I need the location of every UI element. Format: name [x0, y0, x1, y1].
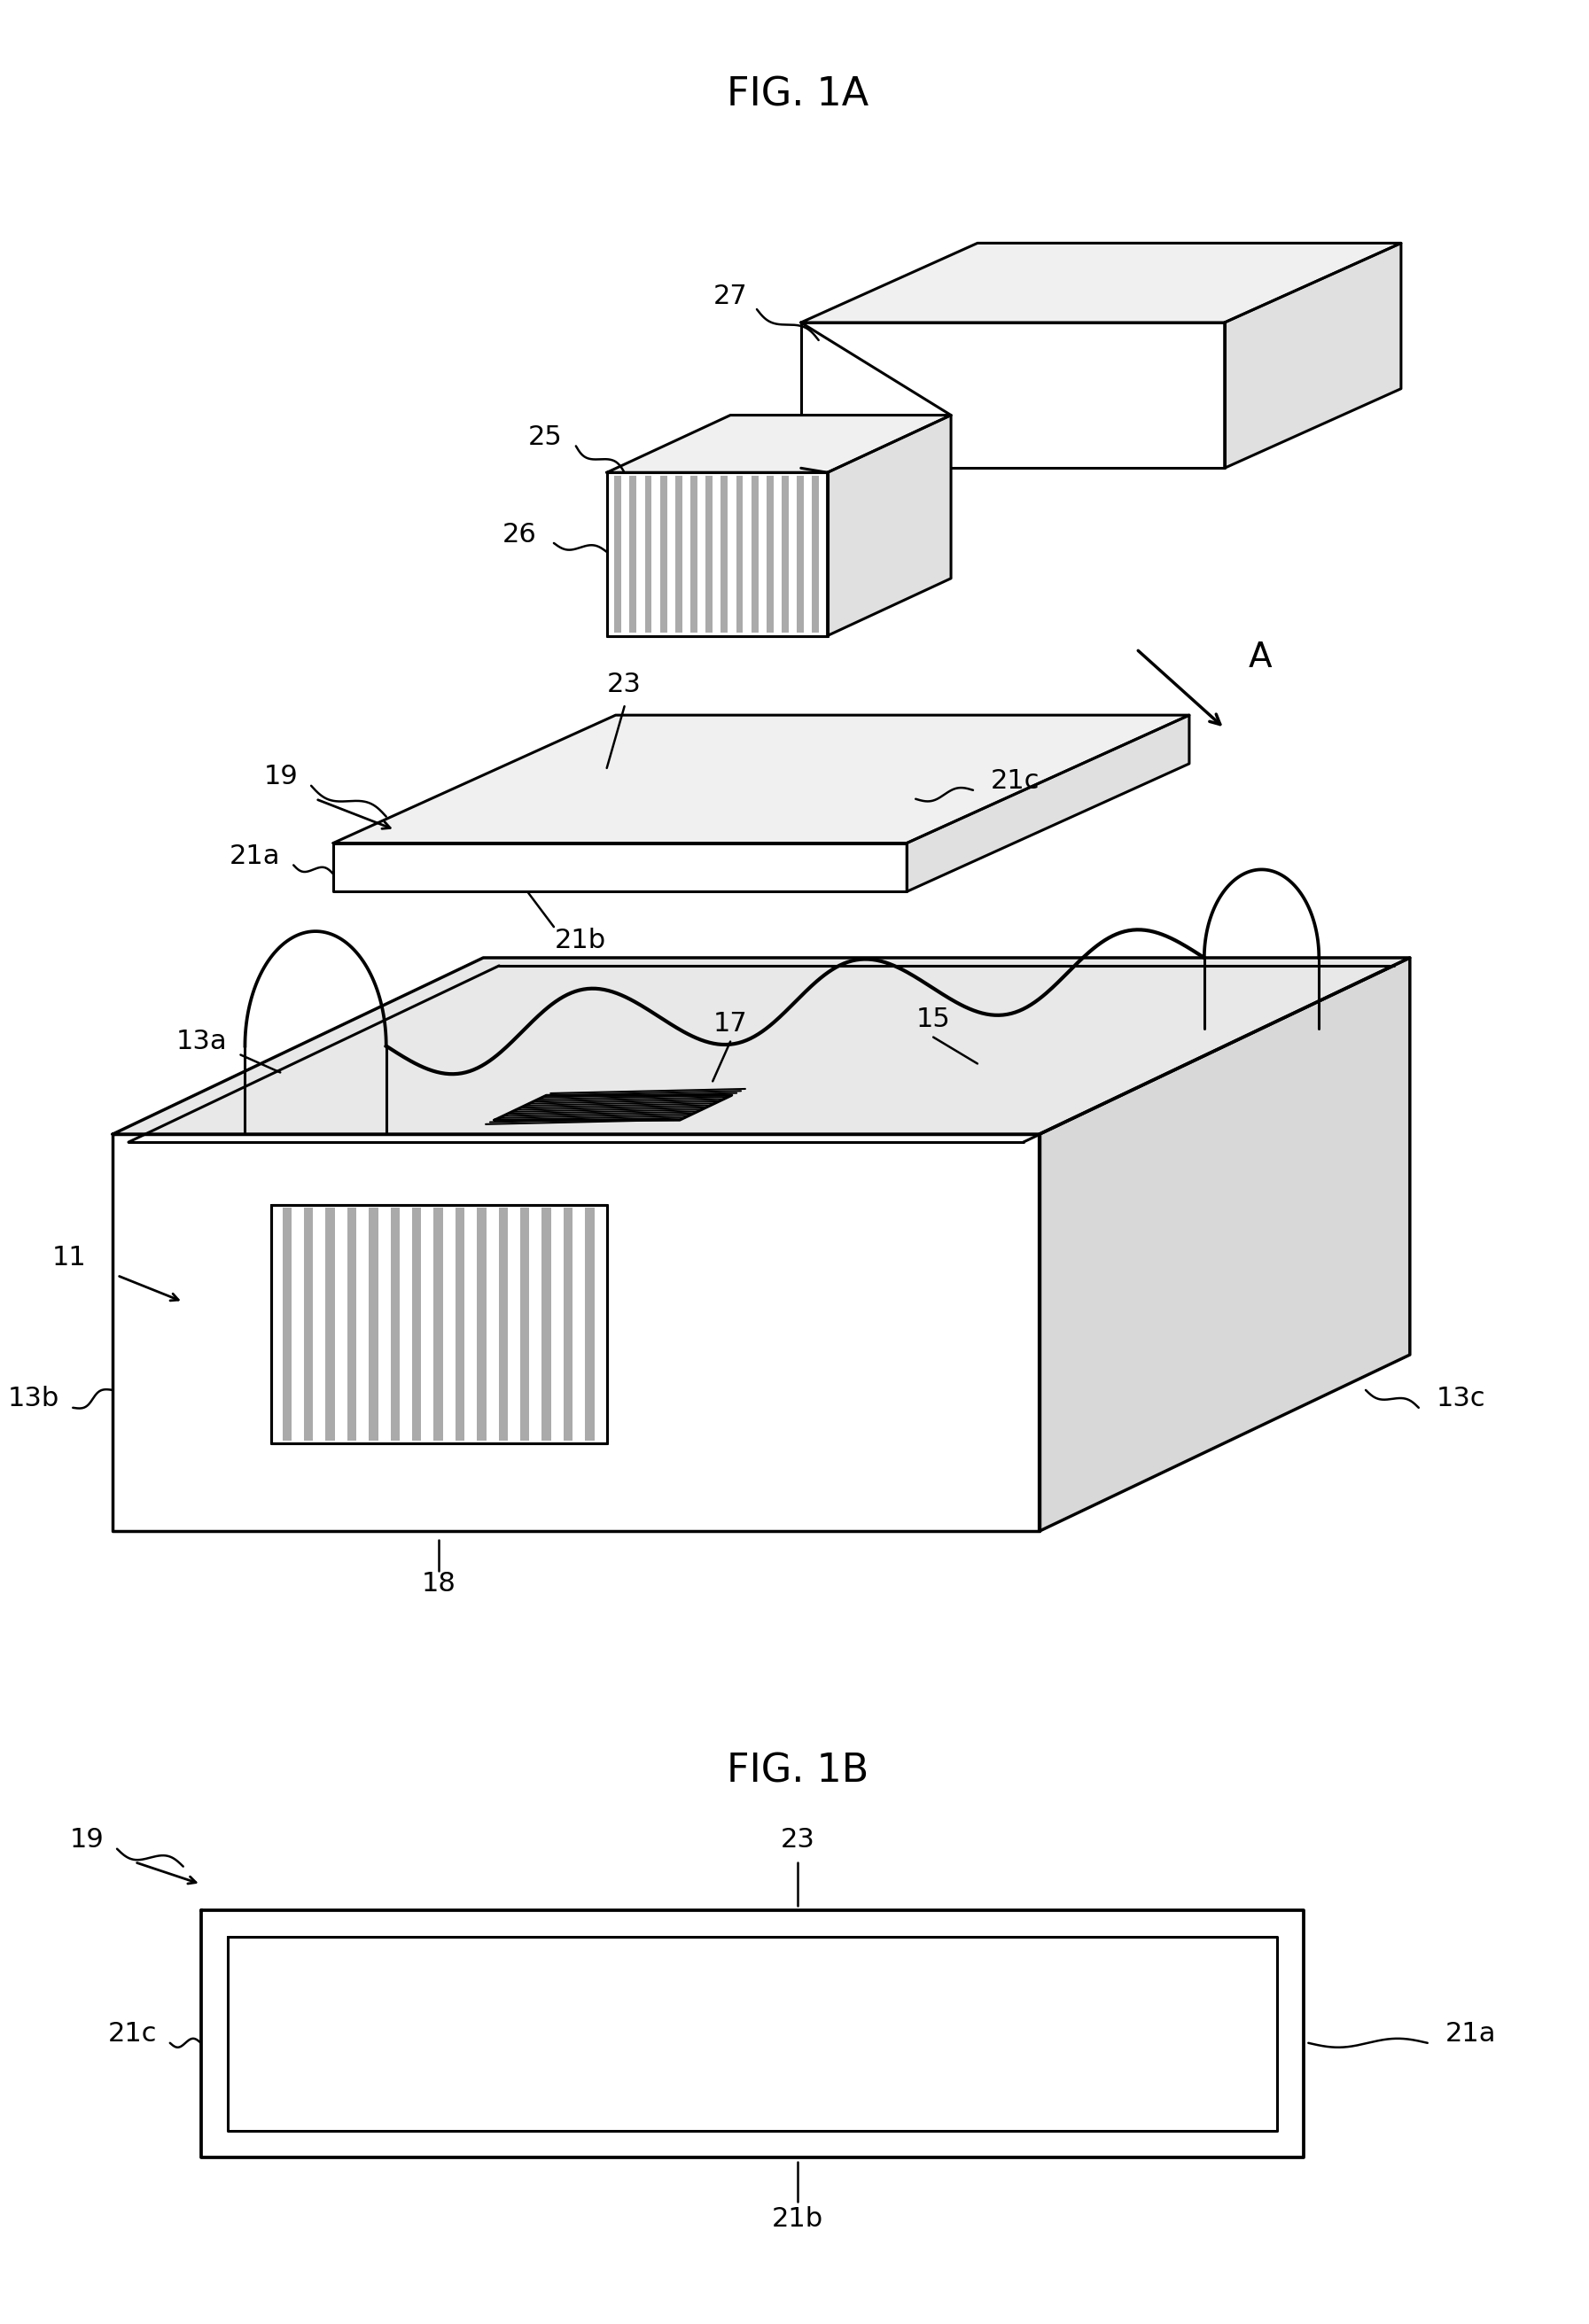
Text: 23: 23	[607, 672, 642, 697]
Bar	[645, 476, 651, 632]
Text: 21a: 21a	[1444, 2022, 1497, 2047]
Polygon shape	[801, 244, 1401, 323]
Bar	[283, 1208, 291, 1441]
Bar	[564, 1208, 572, 1441]
Polygon shape	[113, 957, 1409, 1134]
Polygon shape	[607, 472, 828, 637]
Bar	[585, 1208, 594, 1441]
Polygon shape	[607, 416, 950, 472]
Polygon shape	[334, 716, 1189, 844]
Text: 26: 26	[502, 521, 535, 546]
Bar	[736, 476, 744, 632]
Text: 13a: 13a	[176, 1030, 227, 1055]
Text: 13c: 13c	[1436, 1385, 1486, 1411]
Text: 21a: 21a	[229, 844, 280, 869]
Polygon shape	[113, 1134, 1039, 1532]
Bar	[326, 1208, 335, 1441]
Polygon shape	[1225, 244, 1401, 467]
Bar	[542, 1208, 551, 1441]
Bar	[691, 476, 698, 632]
Polygon shape	[828, 416, 950, 637]
Text: 21c: 21c	[990, 769, 1039, 795]
Bar	[520, 1208, 529, 1441]
Polygon shape	[494, 1095, 731, 1120]
Text: 25: 25	[528, 425, 563, 451]
Bar	[766, 476, 774, 632]
Bar	[615, 476, 621, 632]
Bar	[812, 476, 818, 632]
Bar	[346, 1208, 356, 1441]
Bar	[456, 1208, 464, 1441]
Bar	[659, 476, 667, 632]
Bar	[412, 1208, 421, 1441]
Text: 21c: 21c	[108, 2022, 157, 2047]
Text: 11: 11	[52, 1246, 86, 1271]
Text: 19: 19	[264, 765, 297, 790]
Bar	[369, 1208, 378, 1441]
Bar	[391, 1208, 400, 1441]
Text: 15: 15	[917, 1006, 950, 1032]
Text: 18: 18	[423, 1571, 456, 1597]
Text: 19: 19	[70, 1827, 103, 1852]
Bar	[782, 476, 788, 632]
Text: FIG. 1B: FIG. 1B	[726, 1752, 869, 1789]
Bar	[798, 476, 804, 632]
Polygon shape	[200, 1910, 1305, 2157]
Text: FIG. 1A: FIG. 1A	[726, 74, 869, 114]
Polygon shape	[272, 1204, 607, 1443]
Polygon shape	[227, 1938, 1278, 2131]
Bar	[721, 476, 728, 632]
Polygon shape	[334, 844, 907, 892]
Text: 17: 17	[713, 1011, 747, 1037]
Text: 23: 23	[780, 1827, 815, 1852]
Bar	[499, 1208, 508, 1441]
Polygon shape	[1039, 957, 1409, 1532]
Bar	[706, 476, 712, 632]
Text: 21b: 21b	[555, 927, 605, 953]
Polygon shape	[801, 323, 1225, 467]
Bar	[752, 476, 758, 632]
Bar	[477, 1208, 486, 1441]
Bar	[303, 1208, 313, 1441]
Text: 27: 27	[713, 284, 747, 309]
Bar	[675, 476, 682, 632]
Bar	[434, 1208, 443, 1441]
Text: 21b: 21b	[772, 2205, 823, 2233]
Bar	[629, 476, 637, 632]
Text: 13b: 13b	[8, 1385, 60, 1411]
Text: A: A	[1247, 641, 1271, 674]
Polygon shape	[907, 716, 1189, 892]
